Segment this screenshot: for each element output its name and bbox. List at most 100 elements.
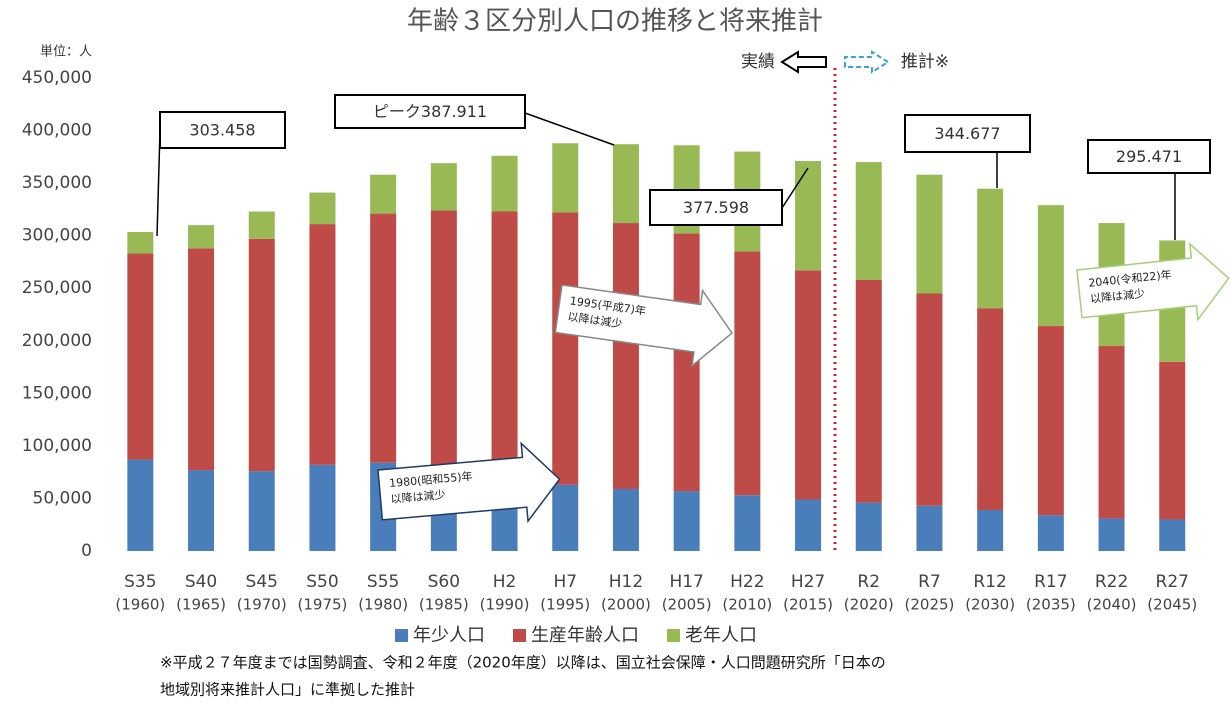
x-tick-label: S60 [428, 572, 460, 592]
x-tick-label: H12 [609, 572, 643, 592]
footnote: 地域別将来推計人口」に準拠した推計 [160, 681, 415, 699]
x-tick-label: R2 [857, 572, 880, 592]
bar-segment [188, 470, 215, 551]
bar-segment [1037, 326, 1064, 516]
x-tick-year: (2030) [965, 596, 1015, 614]
x-tick-label: S40 [185, 572, 217, 592]
y-tick-label: 250,000 [22, 278, 92, 298]
y-tick-label: 300,000 [22, 226, 92, 246]
unit-label: 単位：人 [40, 44, 92, 60]
callout-line [524, 112, 615, 146]
x-tick-label: R17 [1034, 572, 1067, 592]
annotation-box [334, 94, 526, 129]
x-tick-year: (1995) [540, 596, 590, 614]
bar-segment [612, 223, 639, 489]
annotation-box [904, 114, 1031, 153]
annotation-box [649, 189, 783, 226]
x-tick-label: H17 [669, 572, 703, 592]
x-tick-label: S35 [124, 572, 156, 592]
bar-segment [1037, 515, 1064, 551]
projection-label: 推計※ [901, 52, 949, 72]
bar-segment [916, 174, 943, 294]
y-tick-label: 0 [81, 541, 92, 561]
note-text: 以降は減少 [1089, 286, 1145, 306]
legend-swatch [667, 629, 680, 642]
bar-segment [248, 471, 275, 551]
bar-segment [977, 510, 1004, 551]
bar-segment [795, 499, 822, 551]
actual-label: 実績 [741, 52, 775, 72]
x-tick-year: (2025) [905, 596, 955, 614]
x-tick-label: R12 [973, 572, 1006, 592]
annotation-text: 377.598 [683, 198, 749, 217]
x-tick-label: H7 [553, 572, 577, 592]
bar-segment [309, 192, 336, 225]
x-tick-year: (1985) [419, 596, 469, 614]
bar-segment [612, 144, 639, 224]
x-tick-year: (2005) [662, 596, 712, 614]
bar-segment [127, 459, 154, 551]
bar-segment [309, 464, 336, 551]
footnote: ※平成２７年度までは国勢調査、令和２年度（2020年度）以降は、国立社会保障・人… [160, 654, 886, 672]
annotation-text: 303.458 [189, 121, 255, 140]
legend-label: 老年人口 [685, 625, 757, 646]
x-tick-year: (2035) [1026, 596, 1076, 614]
x-tick-label: H2 [493, 572, 517, 592]
x-tick-year: (2020) [844, 596, 894, 614]
bar-segment [430, 210, 457, 467]
bar-segment [552, 484, 579, 551]
legend-swatch [513, 629, 526, 642]
y-tick-label: 150,000 [22, 383, 92, 403]
annotation-text: 344.677 [934, 124, 1000, 143]
x-tick-year: (2015) [783, 596, 833, 614]
bar-segment [1159, 361, 1186, 520]
bar-segment [552, 143, 579, 213]
bar-segment [188, 248, 215, 471]
y-tick-label: 400,000 [22, 121, 92, 141]
x-tick-year: (2040) [1087, 596, 1137, 614]
x-tick-label: S50 [306, 572, 338, 592]
legend-swatch [395, 629, 408, 642]
note-arrow-shape [377, 441, 561, 524]
x-tick-year: (1970) [237, 596, 287, 614]
x-tick-year: (1965) [176, 596, 226, 614]
bar-segment [855, 502, 882, 551]
note-arrow-shape [1076, 242, 1230, 322]
bar-segment [795, 161, 822, 271]
bar-segment [916, 293, 943, 506]
bar-segment [612, 488, 639, 551]
x-tick-label: S55 [367, 572, 399, 592]
projection-arrow [844, 50, 890, 74]
legend-label: 年少人口 [413, 625, 485, 646]
bar-segment [977, 188, 1004, 309]
annotation-box [159, 111, 286, 149]
x-tick-year: (2000) [601, 596, 651, 614]
bar-segment [673, 491, 700, 551]
bar-segment [370, 174, 397, 214]
bar-segment [127, 232, 154, 254]
bar-segment [916, 505, 943, 551]
x-tick-label: H27 [791, 572, 825, 592]
note-arrow-shape [554, 284, 733, 368]
callout-line [781, 167, 809, 209]
annotation-box [1087, 139, 1211, 174]
x-tick-label: S45 [246, 572, 278, 592]
bar-segment [855, 162, 882, 280]
y-tick-label: 200,000 [22, 331, 92, 351]
x-tick-label: H22 [730, 572, 764, 592]
bar-segment [248, 211, 275, 239]
bar-segment [491, 211, 518, 476]
x-tick-year: (1960) [115, 596, 165, 614]
bar-segment [248, 238, 275, 472]
bar-segment [734, 495, 761, 551]
annotation-text: ピーク387.911 [373, 102, 487, 121]
y-tick-label: 50,000 [33, 488, 92, 508]
bar-segment [127, 253, 154, 460]
x-tick-label: R27 [1156, 572, 1189, 592]
y-tick-label: 450,000 [22, 68, 92, 88]
bar-segment [491, 155, 518, 212]
